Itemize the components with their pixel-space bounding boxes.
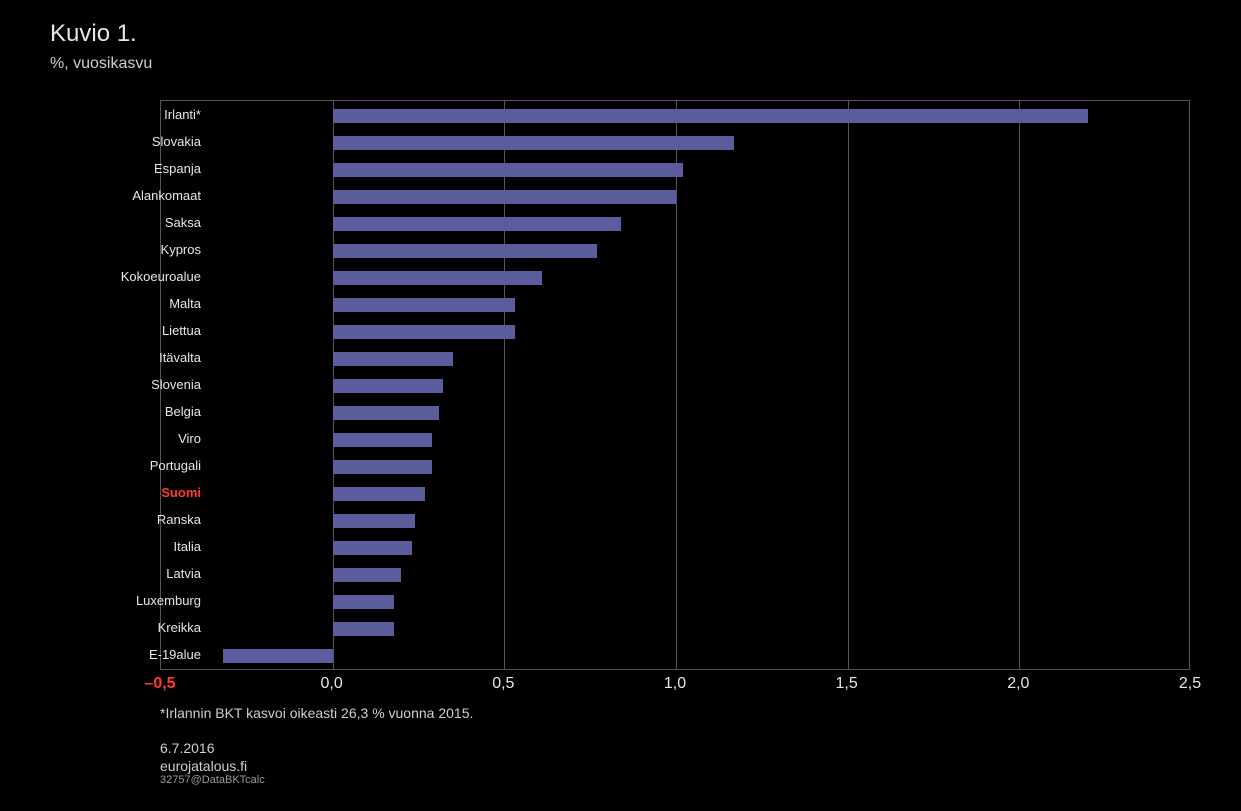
chart-container: Kuvio 1. %, vuosikasvu *Irlannin BKT kas…: [0, 0, 1241, 811]
table-row: [161, 593, 1189, 611]
bar: [333, 514, 415, 528]
footnote-source: eurojatalous.fi: [160, 758, 247, 774]
table-row: [161, 269, 1189, 287]
bar: [333, 595, 395, 609]
table-row: [161, 134, 1189, 152]
y-axis-label: Slovakia: [61, 133, 201, 151]
table-row: [161, 539, 1189, 557]
table-row: [161, 620, 1189, 638]
chart-subtitle: %, vuosikasvu: [50, 55, 152, 73]
bar: [223, 649, 333, 663]
bar: [333, 109, 1088, 123]
y-axis-label: Luxemburg: [61, 592, 201, 610]
bar: [333, 379, 443, 393]
footnote-text: *Irlannin BKT kasvoi oikeasti 26,3 % vuo…: [160, 705, 473, 721]
y-axis-label: Italia: [61, 538, 201, 556]
bar: [333, 271, 542, 285]
bar: [333, 541, 412, 555]
y-axis-label: Liettua: [61, 322, 201, 340]
x-axis-label: 2,5: [1179, 675, 1201, 693]
bar: [333, 433, 433, 447]
plot-area: [160, 100, 1190, 670]
y-axis-label: Latvia: [61, 565, 201, 583]
table-row: [161, 566, 1189, 584]
chart-title: Kuvio 1.: [50, 20, 137, 48]
table-row: [161, 404, 1189, 422]
y-axis-label: E-19alue: [61, 646, 201, 664]
y-axis-label: Viro: [61, 430, 201, 448]
x-axis-label: 1,0: [664, 675, 686, 693]
bar: [333, 136, 735, 150]
y-axis-label: Malta: [61, 295, 201, 313]
y-axis-label: Kokoeuroalue: [61, 268, 201, 286]
y-axis-label: Irlanti*: [61, 106, 201, 124]
x-axis-label: 2,0: [1007, 675, 1029, 693]
table-row: [161, 647, 1189, 665]
table-row: [161, 485, 1189, 503]
y-axis-label: Portugali: [61, 457, 201, 475]
y-axis-label: Suomi: [61, 484, 201, 502]
bar: [333, 460, 433, 474]
y-axis-label: Saksa: [61, 214, 201, 232]
y-axis-label: Belgia: [61, 403, 201, 421]
y-axis-label: Kreikka: [61, 619, 201, 637]
bar: [333, 163, 683, 177]
y-axis-label: Espanja: [61, 160, 201, 178]
x-axis-label: 0,5: [492, 675, 514, 693]
bar: [333, 217, 621, 231]
table-row: [161, 215, 1189, 233]
bar: [333, 568, 402, 582]
table-row: [161, 107, 1189, 125]
table-row: [161, 296, 1189, 314]
y-axis-label: Alankomaat: [61, 187, 201, 205]
table-row: [161, 161, 1189, 179]
table-row: [161, 458, 1189, 476]
table-row: [161, 431, 1189, 449]
x-axis-label: 1,5: [836, 675, 858, 693]
bar: [333, 352, 453, 366]
y-axis-label: Slovenia: [61, 376, 201, 394]
bar: [333, 298, 515, 312]
bar: [333, 244, 597, 258]
x-axis-label: –0,5: [144, 675, 175, 693]
y-axis-label: Kypros: [61, 241, 201, 259]
table-row: [161, 350, 1189, 368]
table-row: [161, 188, 1189, 206]
bar: [333, 487, 426, 501]
bar: [333, 325, 515, 339]
footnote-date: 6.7.2016: [160, 740, 215, 756]
bar: [333, 622, 395, 636]
table-row: [161, 377, 1189, 395]
table-row: [161, 512, 1189, 530]
bar: [333, 190, 676, 204]
bar: [333, 406, 439, 420]
y-axis-label: Ranska: [61, 511, 201, 529]
table-row: [161, 242, 1189, 260]
y-axis-label: Itävalta: [61, 349, 201, 367]
table-row: [161, 323, 1189, 341]
footnote-ref: 32757@DataBKTcalc: [160, 774, 265, 786]
x-axis-label: 0,0: [321, 675, 343, 693]
